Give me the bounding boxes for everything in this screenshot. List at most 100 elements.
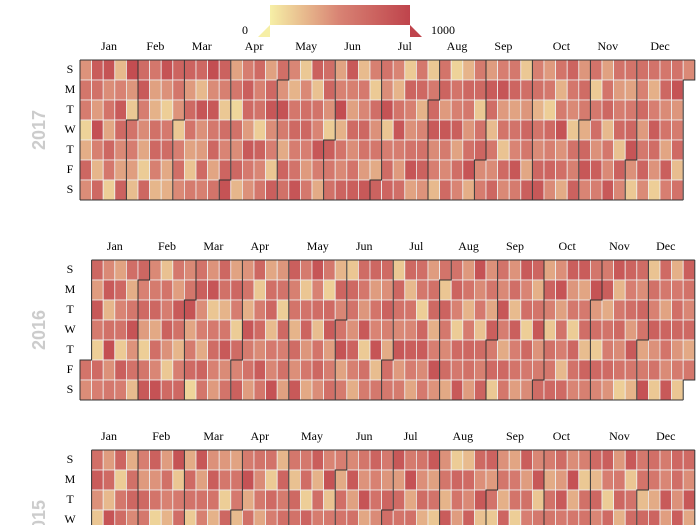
day-cell [624, 339, 638, 361]
day-cell [126, 489, 139, 511]
day-cell [404, 379, 417, 401]
day-cell [392, 119, 406, 141]
day-cell [357, 99, 371, 121]
day-cell [532, 489, 545, 511]
year-label: 2017 [29, 110, 49, 150]
day-cell [566, 179, 580, 201]
day-cell [543, 469, 557, 491]
day-cell [624, 179, 638, 201]
day-cell [265, 119, 278, 141]
day-cell [369, 259, 383, 281]
day-cell [381, 299, 394, 321]
day-cell [230, 59, 243, 81]
day-cell [149, 489, 162, 511]
day-cell [311, 179, 325, 201]
day-cell [253, 469, 267, 491]
day-cell [473, 339, 487, 361]
day-cell [532, 359, 545, 381]
day-cell [253, 449, 267, 471]
day-cell [578, 319, 591, 341]
day-cell [346, 509, 359, 525]
day-cell [183, 119, 197, 141]
month-boundary [636, 260, 649, 400]
day-cell [624, 299, 638, 321]
day-cell [381, 469, 394, 491]
day-cell [532, 259, 545, 281]
day-cell [276, 279, 290, 301]
day-cell [415, 99, 429, 121]
day-cell [473, 59, 487, 81]
day-cell [566, 59, 580, 81]
day-cell [473, 379, 487, 401]
day-cell [473, 489, 487, 511]
day-cell [114, 139, 127, 161]
day-cell [415, 59, 429, 81]
day-cell [392, 299, 406, 321]
day-cell [334, 139, 348, 161]
day-cell [357, 259, 371, 281]
day-cell [369, 509, 383, 525]
day-cell [439, 79, 452, 101]
day-cell [346, 469, 359, 491]
day-cell [415, 279, 429, 301]
day-cell [520, 179, 533, 201]
day-cell [230, 359, 243, 381]
day-cell [137, 159, 151, 181]
visual-map-handle[interactable] [410, 25, 422, 37]
month-label: Sep [506, 239, 524, 253]
day-cell [613, 469, 626, 491]
day-cell [590, 489, 603, 511]
day-cell [392, 509, 406, 525]
day-cell [91, 59, 104, 81]
day-cell [299, 509, 313, 525]
day-cell [334, 259, 348, 281]
day-cell [520, 509, 533, 525]
day-cell [543, 59, 557, 81]
month-label: Jul [409, 239, 424, 253]
day-cell [288, 279, 301, 301]
weekday-label: T [66, 342, 74, 356]
day-cell [671, 299, 684, 321]
day-cell [114, 79, 127, 101]
day-cell [79, 59, 93, 81]
month-boundary [543, 450, 545, 525]
day-cell [624, 259, 638, 281]
visual-map-handle[interactable] [258, 25, 270, 37]
day-cell [392, 359, 406, 381]
day-cell [241, 99, 255, 121]
day-cell [357, 59, 371, 81]
day-cell [543, 339, 557, 361]
month-label: May [307, 239, 329, 253]
month-label: Sep [494, 39, 512, 53]
day-cell [566, 299, 580, 321]
day-cell [450, 179, 464, 201]
weekday-label: T [66, 142, 74, 156]
day-cell [183, 509, 197, 525]
day-cell [346, 99, 359, 121]
day-cell [230, 139, 243, 161]
day-cell [590, 339, 603, 361]
day-cell [183, 299, 197, 321]
day-cell [346, 489, 359, 511]
day-cell [450, 139, 464, 161]
day-cell [195, 279, 209, 301]
weekday-label: T [66, 102, 74, 116]
day-cell [160, 379, 174, 401]
day-cell [532, 469, 545, 491]
day-cell [427, 299, 441, 321]
weekday-label: S [67, 452, 74, 466]
day-cell [415, 509, 429, 525]
day-cell [334, 119, 348, 141]
day-cell [473, 469, 487, 491]
day-cell [299, 79, 313, 101]
day-cell [91, 359, 104, 381]
day-cell [415, 379, 429, 401]
day-cell [114, 179, 127, 201]
day-cell [427, 359, 441, 381]
month-label: Aug [447, 39, 468, 53]
day-cell [311, 79, 325, 101]
day-cell [601, 259, 615, 281]
day-cell [590, 279, 603, 301]
day-cell [357, 79, 371, 101]
day-cell [601, 179, 615, 201]
